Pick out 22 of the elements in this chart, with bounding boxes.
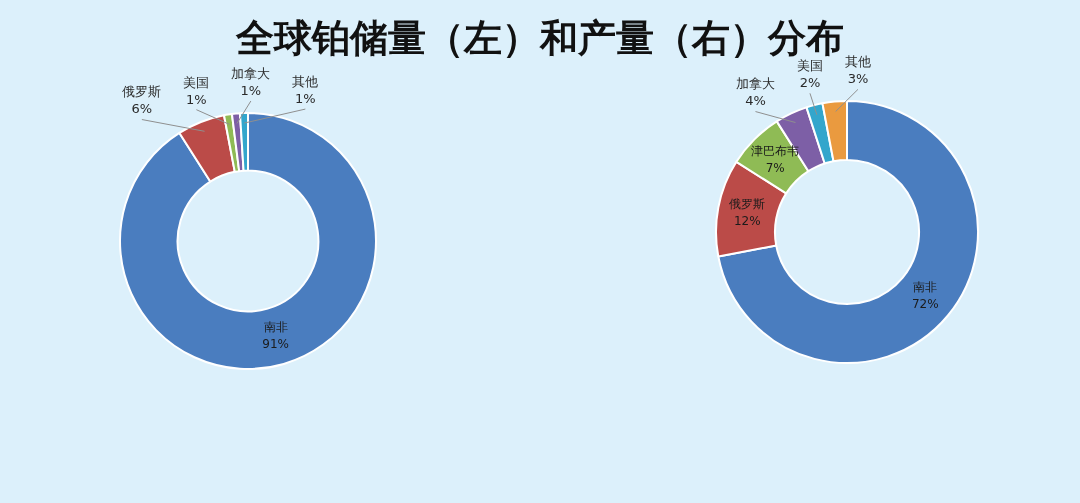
text: 全球铂储量（左）和产量（右）分布 bbox=[236, 16, 844, 60]
slice-label: 美国 bbox=[796, 58, 823, 74]
data-label: 4% bbox=[745, 93, 766, 109]
data-label: 1% bbox=[240, 82, 262, 98]
slice-label: 其他 bbox=[844, 54, 871, 70]
slice-label: 俄罗斯 bbox=[122, 84, 162, 100]
slice-label: 加拿大 bbox=[735, 76, 775, 92]
data-label: 3% bbox=[847, 71, 869, 87]
data-label: 6% bbox=[131, 101, 153, 117]
slice-label: 加拿大 bbox=[231, 65, 271, 81]
data-label: 1% bbox=[295, 90, 316, 106]
slice-label: 美国 bbox=[183, 74, 210, 90]
slice-label: 俄罗斯 bbox=[729, 196, 766, 211]
slice-label: 南非 bbox=[263, 319, 288, 334]
data-label: 2% bbox=[799, 75, 821, 91]
slice-label: 其他 bbox=[292, 73, 319, 89]
data-label: 72% bbox=[911, 297, 939, 312]
data-label: 91% bbox=[262, 336, 290, 351]
data-label: 1% bbox=[186, 91, 207, 107]
data-label: 7% bbox=[765, 160, 785, 175]
data-label: 12% bbox=[733, 213, 761, 228]
slice-label: 南非 bbox=[913, 280, 938, 295]
